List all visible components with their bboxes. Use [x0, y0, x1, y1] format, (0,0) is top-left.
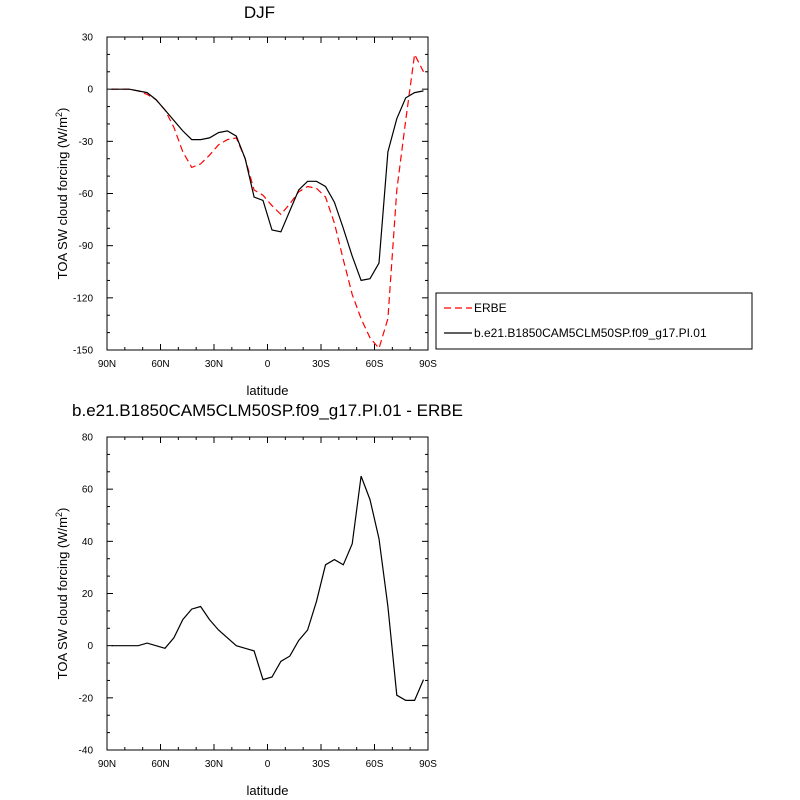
y-axis-label-suffix: ) [55, 108, 70, 112]
x-axis-label: latitude [247, 383, 289, 398]
y-tick-label: 20 [82, 589, 94, 600]
y-tick-label: 30 [82, 33, 94, 44]
x-tick-label: 30S [312, 759, 330, 770]
x-tick-label: 60S [366, 759, 384, 770]
x-tick-label: 60N [151, 359, 169, 370]
series-line-b-e21-b1850cam5clm50sp-f09-g17-pi-01 [111, 88, 424, 282]
y-tick-label: 80 [82, 433, 94, 444]
y-axis-label-superscript: 2 [54, 112, 64, 117]
plot-frame [106, 36, 429, 351]
y-tick-label: -60 [79, 189, 94, 200]
y-axis-label: TOA SW cloud forcing (W/m2) [54, 108, 70, 280]
y-tick-label: -150 [73, 346, 93, 357]
y-axis-label: TOA SW cloud forcing (W/m2) [54, 508, 70, 680]
y-tick-label: -90 [79, 241, 94, 252]
x-tick-label: 90S [419, 759, 437, 770]
x-tick-label: 60S [366, 359, 384, 370]
y-axis-label-suffix: ) [55, 508, 70, 512]
y-tick-label: -40 [79, 746, 94, 757]
y-axis-label-text: TOA SW cloud forcing (W/m [55, 517, 70, 679]
series-line-erbe [111, 52, 425, 350]
y-tick-label: -30 [79, 137, 94, 148]
x-axis-label: latitude [247, 783, 289, 798]
chart-title: DJF [244, 3, 275, 22]
x-tick-label: 60N [151, 759, 169, 770]
y-tick-label: 0 [87, 85, 93, 96]
top-panel: DJF 90N 60N 30N 0 30S 60S 90S 30 0 -30 -60 -90 -120 -1… [54, 3, 753, 398]
x-tick-label: 90N [98, 359, 116, 370]
x-tick-label: 90N [98, 759, 116, 770]
x-tick-label: 30S [312, 359, 330, 370]
series-line-0 [111, 475, 425, 702]
plot-frame [106, 436, 429, 751]
legend-entry-label: b.e21.B1850CAM5CLM50SP.f09_g17.PI.01 [474, 326, 707, 340]
x-tick-label: 0 [265, 759, 271, 770]
x-tick-label: 0 [265, 359, 271, 370]
y-axis-label-superscript: 2 [54, 512, 64, 517]
bottom-panel: b.e21.B1850CAM5CLM50SP.f09_g17.PI.01 - E… [54, 401, 463, 798]
legend-entry-label: ERBE [474, 301, 507, 315]
chart-title: b.e21.B1850CAM5CLM50SP.f09_g17.PI.01 - E… [72, 401, 463, 420]
y-tick-label: -120 [73, 293, 93, 304]
y-tick-label: 60 [82, 485, 94, 496]
y-axis-label-text: TOA SW cloud forcing (W/m [55, 117, 70, 279]
x-tick-label: 30N [205, 759, 223, 770]
legend-box [435, 292, 753, 350]
y-tick-label: 40 [82, 537, 94, 548]
y-tick-label: -20 [79, 693, 94, 704]
y-tick-label: 0 [87, 641, 93, 652]
x-tick-label: 30N [205, 359, 223, 370]
x-tick-label: 90S [419, 359, 437, 370]
